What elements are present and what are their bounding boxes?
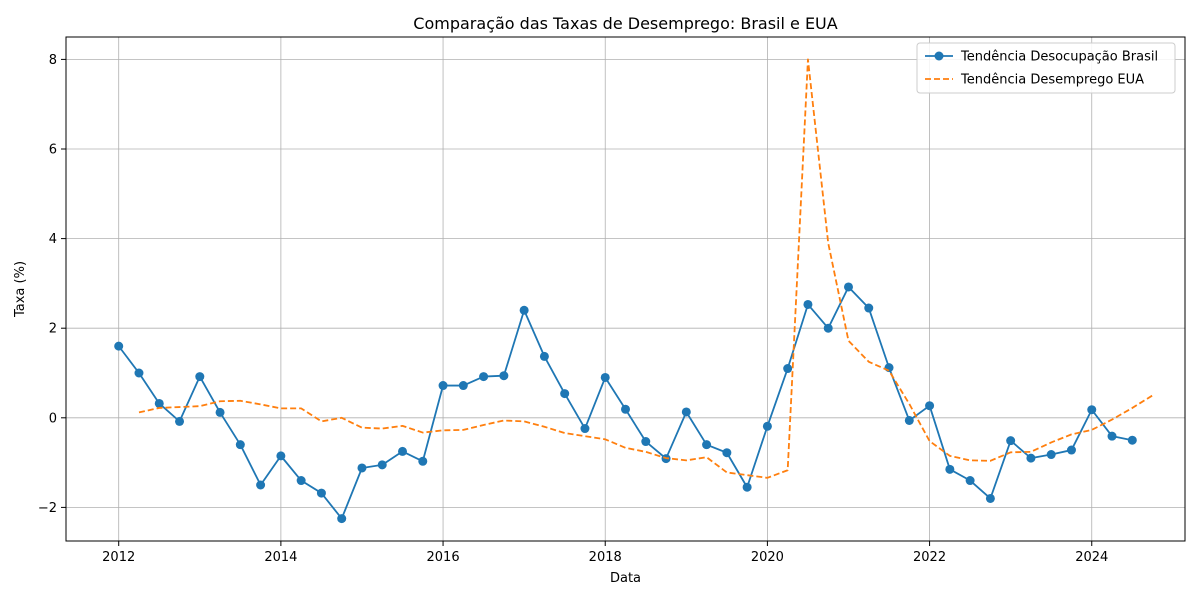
data-point: [702, 440, 712, 450]
data-point: [398, 446, 408, 456]
x-tick-label: 2014: [264, 550, 297, 565]
y-tick-label: 0: [49, 411, 57, 426]
data-point: [681, 407, 691, 417]
data-point: [1127, 435, 1137, 445]
data-point: [418, 456, 428, 466]
data-point: [1066, 445, 1076, 455]
legend-label: Tendência Desemprego EUA: [960, 73, 1144, 88]
data-point: [357, 463, 367, 473]
data-point: [175, 416, 185, 426]
y-tick-label: 4: [49, 232, 57, 247]
x-axis-title: Data: [610, 571, 641, 586]
legend: Tendência Desocupação Brasil Tendência De…: [916, 42, 1176, 94]
data-point: [499, 371, 509, 381]
series-1: [114, 282, 1137, 524]
x-tick-label: 2018: [589, 550, 622, 565]
data-point: [235, 440, 245, 450]
y-tick-label: −2: [38, 501, 57, 516]
data-point: [560, 389, 570, 399]
data-point: [904, 415, 914, 425]
data-point: [154, 398, 164, 408]
y-tick-label: 6: [49, 143, 57, 158]
x-tick-label: 2016: [427, 550, 460, 565]
data-point: [479, 372, 489, 382]
chart-title: Comparação das Taxas de Desemprego: Bras…: [413, 14, 837, 33]
data-point: [276, 451, 286, 461]
series-layer: [114, 58, 1154, 524]
legend-marker: [934, 51, 944, 61]
data-point: [823, 323, 833, 333]
data-point: [438, 381, 448, 391]
plot-frame: [65, 36, 1186, 542]
data-point: [621, 404, 630, 414]
data-point: [519, 305, 529, 315]
data-point: [600, 372, 610, 382]
data-point: [337, 514, 347, 524]
y-axis-title: Taxa (%): [13, 261, 28, 318]
legend-box: [916, 42, 1176, 94]
data-point: [134, 368, 144, 378]
data-point: [114, 341, 124, 351]
data-point: [1026, 453, 1036, 463]
data-point: [195, 372, 205, 382]
y-axis: −2 0 2 4 6 8: [38, 53, 66, 516]
data-point: [377, 460, 387, 470]
data-point: [783, 364, 793, 374]
data-point: [1006, 436, 1016, 446]
data-point: [843, 282, 853, 292]
data-point: [1087, 405, 1097, 415]
legend-item: Tendência Desocupação Brasil: [925, 50, 1158, 65]
data-point: [316, 488, 326, 498]
data-point: [1107, 431, 1117, 441]
x-axis: 2012 2014 2016 2018 2020 2022 2024: [102, 541, 1108, 565]
data-point: [296, 476, 306, 486]
data-point: [1046, 450, 1056, 460]
x-tick-label: 2012: [102, 550, 135, 565]
series-line: [138, 58, 1154, 479]
grid-lines: [66, 37, 1185, 541]
data-point: [803, 299, 813, 309]
y-tick-label: 2: [49, 322, 57, 337]
data-point: [458, 381, 468, 391]
data-point: [256, 480, 266, 490]
data-point: [722, 448, 732, 458]
data-point: [580, 424, 590, 434]
data-point: [742, 482, 752, 492]
data-point: [864, 303, 874, 313]
data-point: [945, 464, 955, 474]
data-point: [762, 421, 772, 431]
x-tick-label: 2020: [751, 550, 784, 565]
x-tick-label: 2022: [913, 550, 946, 565]
y-tick-label: 8: [49, 53, 57, 68]
data-point: [539, 351, 549, 361]
legend-item: Tendência Desemprego EUA: [925, 73, 1144, 88]
data-point: [215, 407, 225, 417]
data-point: [985, 493, 995, 503]
data-point: [884, 363, 894, 373]
data-point: [965, 476, 975, 486]
data-point: [925, 401, 935, 411]
data-point: [641, 437, 651, 447]
legend-label: Tendência Desocupação Brasil: [960, 50, 1158, 65]
series-2: [138, 58, 1154, 479]
x-tick-label: 2024: [1075, 550, 1108, 565]
